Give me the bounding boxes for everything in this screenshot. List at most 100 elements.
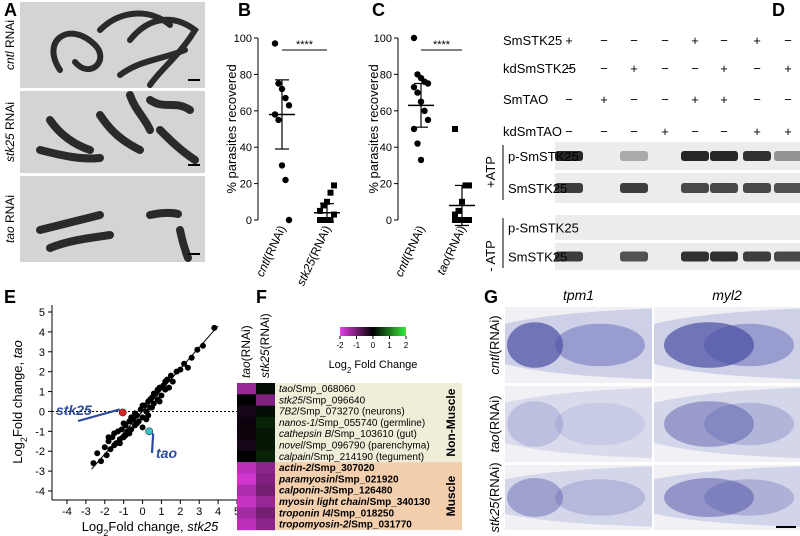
gene-label-part: /Smp_055740 (germline)	[315, 418, 425, 429]
lane-sign: −	[565, 92, 573, 107]
band	[555, 183, 583, 193]
axis-label: Log2Fold change, tao	[10, 340, 29, 464]
gene-label: novel/Smp_096790 (parenchyma)	[279, 441, 430, 452]
data-point	[149, 404, 155, 411]
data-point	[116, 440, 123, 447]
lane-sign: +	[661, 124, 669, 139]
x-tick-label: -4	[62, 506, 72, 518]
data-point	[162, 378, 169, 385]
stain	[555, 402, 645, 446]
row-label-part: stk25	[487, 501, 502, 533]
column-label: stk25(RNAi)	[258, 313, 272, 378]
heat-cell	[256, 473, 275, 485]
data-point	[452, 126, 458, 132]
category-label: stk25(RNAi)	[294, 223, 334, 288]
band	[774, 183, 800, 193]
heat-cell	[256, 394, 275, 406]
x-tick-label: 0	[139, 506, 145, 518]
y-tick-label: 100	[374, 33, 392, 45]
data-point	[94, 450, 101, 457]
column-label-part: (RNAi)	[239, 325, 253, 361]
gene-label-part: /Smp_021920	[335, 474, 399, 485]
band	[620, 151, 648, 161]
lane-sign: +	[565, 33, 573, 48]
lane-sign: +	[720, 61, 728, 76]
colorbar	[340, 327, 406, 336]
y-tick-label: -2	[35, 446, 45, 458]
data-point	[452, 211, 458, 218]
condition-label: kdSmTAO	[503, 124, 562, 139]
heat-cell	[256, 405, 275, 418]
gene-label-part: stk25	[279, 395, 303, 406]
data-point	[455, 207, 462, 214]
gene-label-part: novel	[279, 441, 304, 452]
lane-sign: −	[753, 92, 761, 107]
lane-sign: −	[600, 61, 608, 76]
panel-letter: A	[4, 0, 17, 20]
data-point	[158, 392, 165, 399]
worm-body	[505, 387, 652, 459]
worm	[46, 231, 114, 252]
significance: ****	[433, 39, 451, 51]
lane-sign: −	[691, 124, 699, 139]
axis-label-part: 2	[19, 437, 29, 442]
row-label: cntl(RNAi)	[487, 315, 502, 374]
worm	[117, 47, 188, 78]
y-tick-label: 60	[380, 106, 392, 118]
y-tick-label: 2	[39, 367, 45, 379]
band	[774, 251, 800, 262]
band	[710, 183, 738, 193]
y-tick-label: -4	[35, 486, 45, 498]
gene-label: cathepsin B/Smp_103610 (gut)	[279, 429, 417, 440]
panel-letter: C	[372, 0, 385, 20]
gene-label-part: /Smp_340130	[367, 497, 431, 508]
lane-sign: −	[784, 33, 792, 48]
y-tick-label: 0	[386, 215, 392, 227]
data-point	[285, 216, 293, 224]
y-tick-label: -1	[35, 426, 45, 438]
data-point	[410, 34, 418, 42]
worm	[146, 96, 194, 114]
gene-label-part: /Smp_096790 (parenchyma)	[303, 441, 430, 452]
x-tick-label: -2	[100, 506, 110, 518]
column-label-part: stk25	[258, 349, 272, 378]
colorbar-label-part: 2	[347, 366, 352, 375]
category-label: cntl(RNAi)	[392, 223, 428, 278]
x-tick-label: 4	[215, 506, 221, 518]
category-label-part: tao	[434, 256, 454, 277]
row-label: tao(RNAi)	[487, 395, 502, 452]
worm	[50, 30, 104, 73]
data-point	[156, 398, 163, 405]
data-point	[107, 446, 114, 453]
group-label: Muscle	[444, 475, 458, 516]
arrow	[150, 433, 155, 454]
heat-cell	[237, 394, 256, 406]
gene-label: tropomyosin-2/Smp_031770	[279, 520, 412, 531]
gene-label-part: tropomyosin-2	[279, 520, 349, 531]
condition-label: kdSmSTK25	[503, 61, 576, 76]
gene-label: paramyosin/Smp_021920	[278, 474, 399, 485]
data-point	[101, 444, 108, 451]
gene-label-part: /Smp_214190 (tegument)	[311, 452, 424, 463]
category-label-part: (RNAi)	[306, 223, 334, 262]
lane-sign: −	[565, 124, 573, 139]
lane-sign: +	[691, 33, 699, 48]
band	[620, 183, 648, 193]
data-point	[317, 207, 323, 214]
y-tick-label: 40	[380, 142, 392, 154]
data-point	[410, 83, 418, 91]
worm	[46, 116, 94, 154]
y-axis-label: % parasites recovered	[224, 64, 239, 193]
gene-label-part: calponin-3	[279, 486, 329, 497]
worm-body	[505, 466, 652, 527]
heat-cell	[256, 428, 275, 440]
data-point	[331, 182, 337, 189]
data-point	[126, 430, 133, 437]
gene-label: stk25/Smp_096640	[279, 395, 366, 406]
in-situ-image	[505, 386, 652, 462]
annotation: tao	[156, 445, 177, 461]
image-label-part: stk25	[3, 133, 17, 162]
x-tick-label: 3	[196, 506, 202, 518]
blot	[555, 215, 800, 240]
data-point	[132, 410, 138, 417]
